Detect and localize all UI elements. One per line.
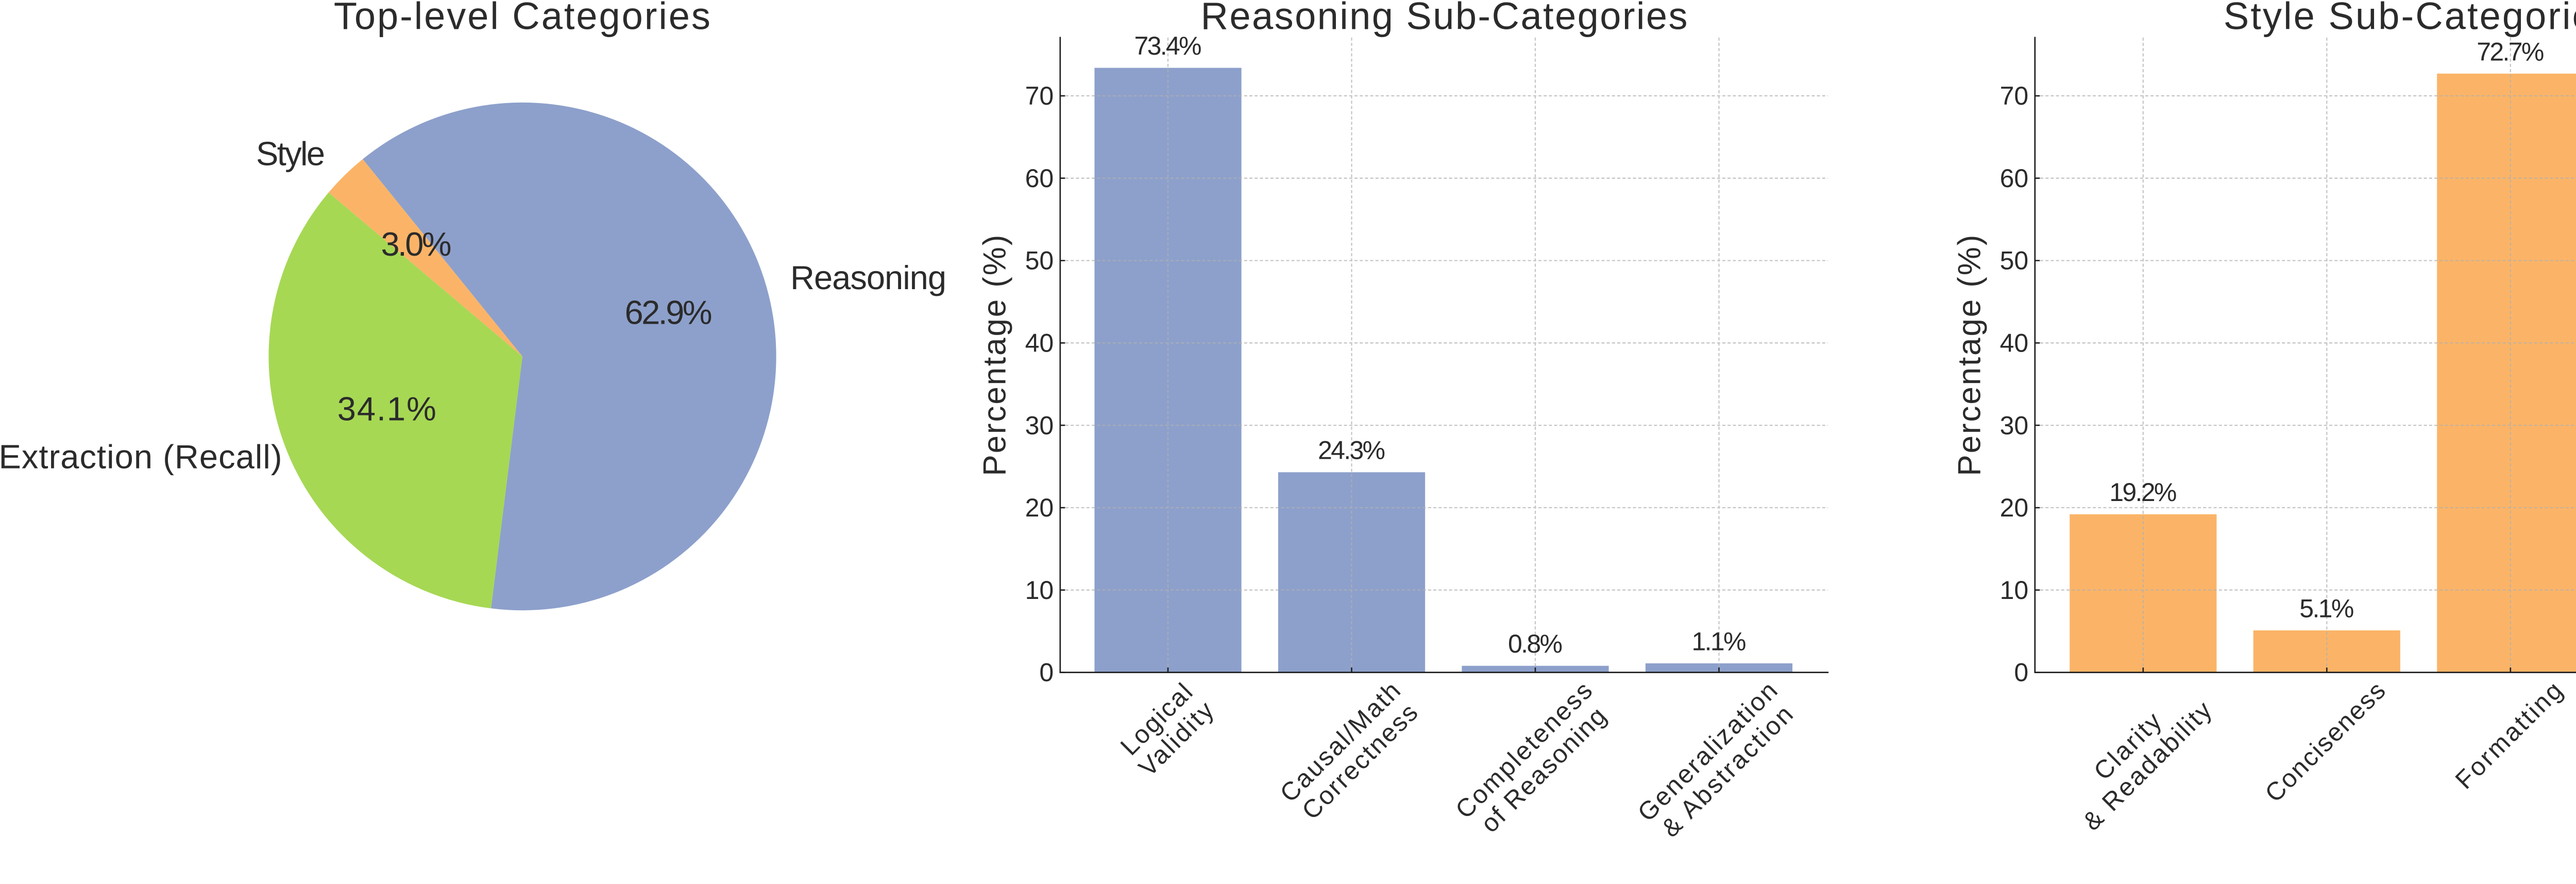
svg-text:70: 70	[1025, 81, 1054, 110]
svg-text:10: 10	[1025, 576, 1054, 605]
svg-text:72.7%: 72.7%	[2477, 37, 2544, 66]
svg-text:Reasoning: Reasoning	[790, 259, 946, 296]
svg-text:Extraction (Recall): Extraction (Recall)	[0, 438, 282, 476]
svg-text:30: 30	[2000, 411, 2029, 440]
svg-text:0.8%: 0.8%	[1508, 629, 1563, 658]
svg-text:19.2%: 19.2%	[2109, 478, 2177, 507]
svg-text:24.3%: 24.3%	[1318, 436, 1385, 465]
svg-text:60: 60	[1025, 164, 1054, 193]
svg-text:10: 10	[2000, 576, 2029, 605]
svg-text:62.9%: 62.9%	[625, 294, 713, 331]
svg-text:40: 40	[1025, 329, 1054, 358]
svg-text:3.0%: 3.0%	[381, 225, 452, 263]
svg-text:Top-level Categories: Top-level Categories	[334, 0, 710, 38]
svg-text:Percentage (%): Percentage (%)	[1952, 235, 1987, 476]
svg-text:70: 70	[2000, 81, 2029, 110]
svg-text:60: 60	[2000, 164, 2029, 193]
svg-text:5.1%: 5.1%	[2299, 594, 2354, 623]
svg-text:30: 30	[1025, 411, 1054, 440]
svg-text:50: 50	[2000, 246, 2029, 275]
svg-text:20: 20	[2000, 493, 2029, 522]
svg-text:Reasoning Sub-Categories: Reasoning Sub-Categories	[1201, 0, 1688, 38]
svg-text:0: 0	[1039, 658, 1054, 687]
svg-text:40: 40	[2000, 329, 2029, 358]
svg-text:50: 50	[1025, 246, 1054, 275]
svg-text:20: 20	[1025, 493, 1054, 522]
svg-text:0: 0	[2014, 658, 2028, 687]
svg-text:Style: Style	[256, 135, 325, 173]
svg-text:Percentage (%): Percentage (%)	[977, 235, 1012, 476]
svg-text:34.1%: 34.1%	[337, 390, 436, 428]
svg-text:1.1%: 1.1%	[1692, 627, 1747, 656]
svg-text:73.4%: 73.4%	[1134, 31, 1202, 60]
